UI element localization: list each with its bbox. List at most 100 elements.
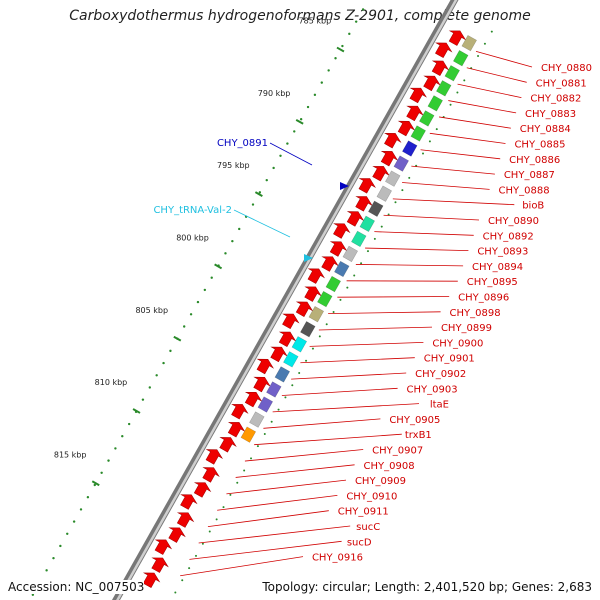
scale-label: 795 kbp — [217, 161, 250, 170]
gene-arrow-shape — [380, 151, 399, 167]
gene-arrow[interactable] — [326, 237, 349, 258]
gene-arrow[interactable] — [431, 39, 454, 60]
cog-rect — [334, 260, 350, 278]
leader-line — [244, 449, 364, 462]
gene-arrow-shape — [448, 30, 467, 46]
gene-arrow-shape — [409, 87, 427, 104]
gene-arrow[interactable] — [216, 433, 239, 454]
gene-arrow[interactable] — [380, 129, 403, 150]
gene-arrow[interactable] — [445, 26, 468, 47]
gene-arrow[interactable] — [250, 373, 273, 394]
scale-dot — [141, 398, 145, 401]
gene-arrow[interactable] — [224, 418, 247, 439]
gene-arrow[interactable] — [330, 219, 353, 240]
leader-line — [207, 510, 329, 528]
gene-arrow[interactable] — [228, 400, 251, 421]
inner-dot — [291, 384, 294, 387]
gene-arrow-shape — [205, 449, 224, 465]
gene-arrow[interactable] — [177, 490, 200, 511]
gene-arrow[interactable] — [165, 523, 188, 544]
scale-dot — [327, 69, 330, 72]
inner-dot — [422, 152, 425, 155]
inner-dot — [401, 189, 404, 192]
gene-label: CHY_0884 — [520, 124, 571, 135]
gene-arrow[interactable] — [369, 162, 392, 183]
gene-arrow[interactable] — [292, 298, 315, 319]
inner-dot — [387, 213, 390, 216]
scale-dot — [162, 361, 165, 365]
gene-label: CHY_0893 — [477, 247, 528, 258]
scale-dot — [114, 447, 117, 450]
inner-dot — [353, 274, 356, 277]
scale-label: 800 kbp — [176, 233, 209, 242]
gene-arrow[interactable] — [301, 282, 324, 303]
cog-rect — [351, 230, 367, 248]
gene-arrow[interactable] — [279, 310, 302, 331]
gene-arrow[interactable] — [343, 207, 366, 228]
gene-arrow[interactable] — [190, 478, 213, 499]
gene-arrow[interactable] — [406, 84, 429, 105]
gene-features[interactable] — [139, 26, 468, 589]
inner-dot — [456, 91, 459, 94]
inner-dot — [243, 469, 246, 472]
leader-line — [309, 342, 424, 347]
gene-arrow[interactable] — [267, 343, 290, 364]
gene-arrow[interactable] — [318, 252, 341, 273]
gene-arrow[interactable] — [275, 328, 298, 349]
gene-arrow[interactable] — [139, 569, 162, 590]
scale-dot — [121, 435, 124, 438]
gene-arrow-shape — [142, 572, 161, 588]
inner-dot — [188, 567, 191, 570]
gene-arrow[interactable] — [403, 102, 426, 123]
gene-arrow[interactable] — [199, 463, 222, 484]
inner-dot — [174, 591, 177, 594]
scale-dot — [334, 57, 337, 60]
cog-bar — [325, 275, 342, 293]
gene-arrow[interactable] — [377, 147, 400, 168]
gene-arrow[interactable] — [355, 174, 378, 195]
gene-arrow[interactable] — [253, 355, 276, 376]
inner-dot — [263, 432, 266, 435]
cog-rect — [249, 411, 265, 428]
leader-line — [448, 100, 517, 114]
leader-line — [438, 116, 511, 129]
gene-label: CHY_0908 — [364, 461, 415, 472]
gene-label: CHY_0887 — [504, 170, 555, 181]
leader-line — [272, 403, 420, 413]
gene-arrow[interactable] — [428, 57, 451, 78]
scale-dot — [306, 105, 310, 109]
cog-bar — [257, 396, 274, 413]
gene-arrow[interactable] — [151, 536, 174, 557]
inner-dot — [408, 176, 411, 179]
inner-dot — [332, 311, 335, 314]
gene-label: CHY_0899 — [441, 323, 492, 334]
scale-dot — [79, 508, 83, 511]
inner-dot — [215, 518, 218, 521]
scale-dot — [52, 556, 55, 560]
inner-dot — [346, 286, 349, 289]
scale-dot — [251, 203, 255, 206]
gene-arrow[interactable] — [352, 192, 375, 213]
gene-arrow[interactable] — [241, 388, 264, 409]
left-leader — [233, 209, 291, 238]
scale-dot — [155, 374, 158, 377]
scale-tick — [173, 335, 182, 342]
scale-tick — [214, 263, 223, 270]
cog-rect — [393, 155, 409, 172]
gene-arrow[interactable] — [173, 508, 196, 529]
gene-arrow[interactable] — [148, 554, 171, 575]
cog-bar — [351, 230, 367, 248]
gene-arrow[interactable] — [394, 117, 417, 138]
gene-arrow-shape — [180, 494, 198, 510]
inner-dot — [360, 262, 363, 265]
cog-bar — [410, 125, 426, 142]
gene-arrow[interactable] — [304, 264, 327, 285]
left-marker — [340, 182, 349, 190]
gene-label: CHY_0898 — [450, 308, 501, 319]
gene-arrow[interactable] — [202, 445, 225, 466]
leader-line — [318, 326, 433, 331]
cog-bar — [342, 245, 358, 263]
gene-arrow[interactable] — [420, 72, 443, 93]
gene-label: CHY_0910 — [346, 491, 397, 502]
